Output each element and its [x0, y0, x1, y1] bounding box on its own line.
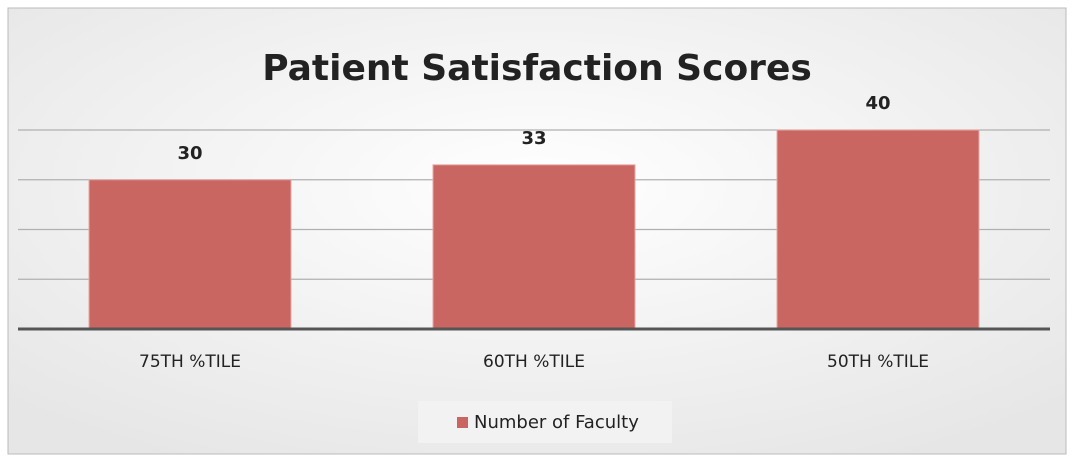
- chart-title: Patient Satisfaction Scores: [262, 48, 812, 89]
- x-tick-label: 75TH %TILE: [139, 352, 241, 372]
- data-label: 30: [177, 143, 202, 164]
- bar: [776, 129, 980, 330]
- legend-swatch: [457, 417, 468, 428]
- x-tick-label: 50TH %TILE: [827, 352, 929, 372]
- bar: [432, 164, 636, 330]
- bar: [88, 179, 292, 330]
- data-label: 40: [865, 93, 890, 114]
- data-label: 33: [521, 128, 546, 149]
- x-tick-label: 60TH %TILE: [483, 352, 585, 372]
- legend-label: Number of Faculty: [474, 412, 639, 433]
